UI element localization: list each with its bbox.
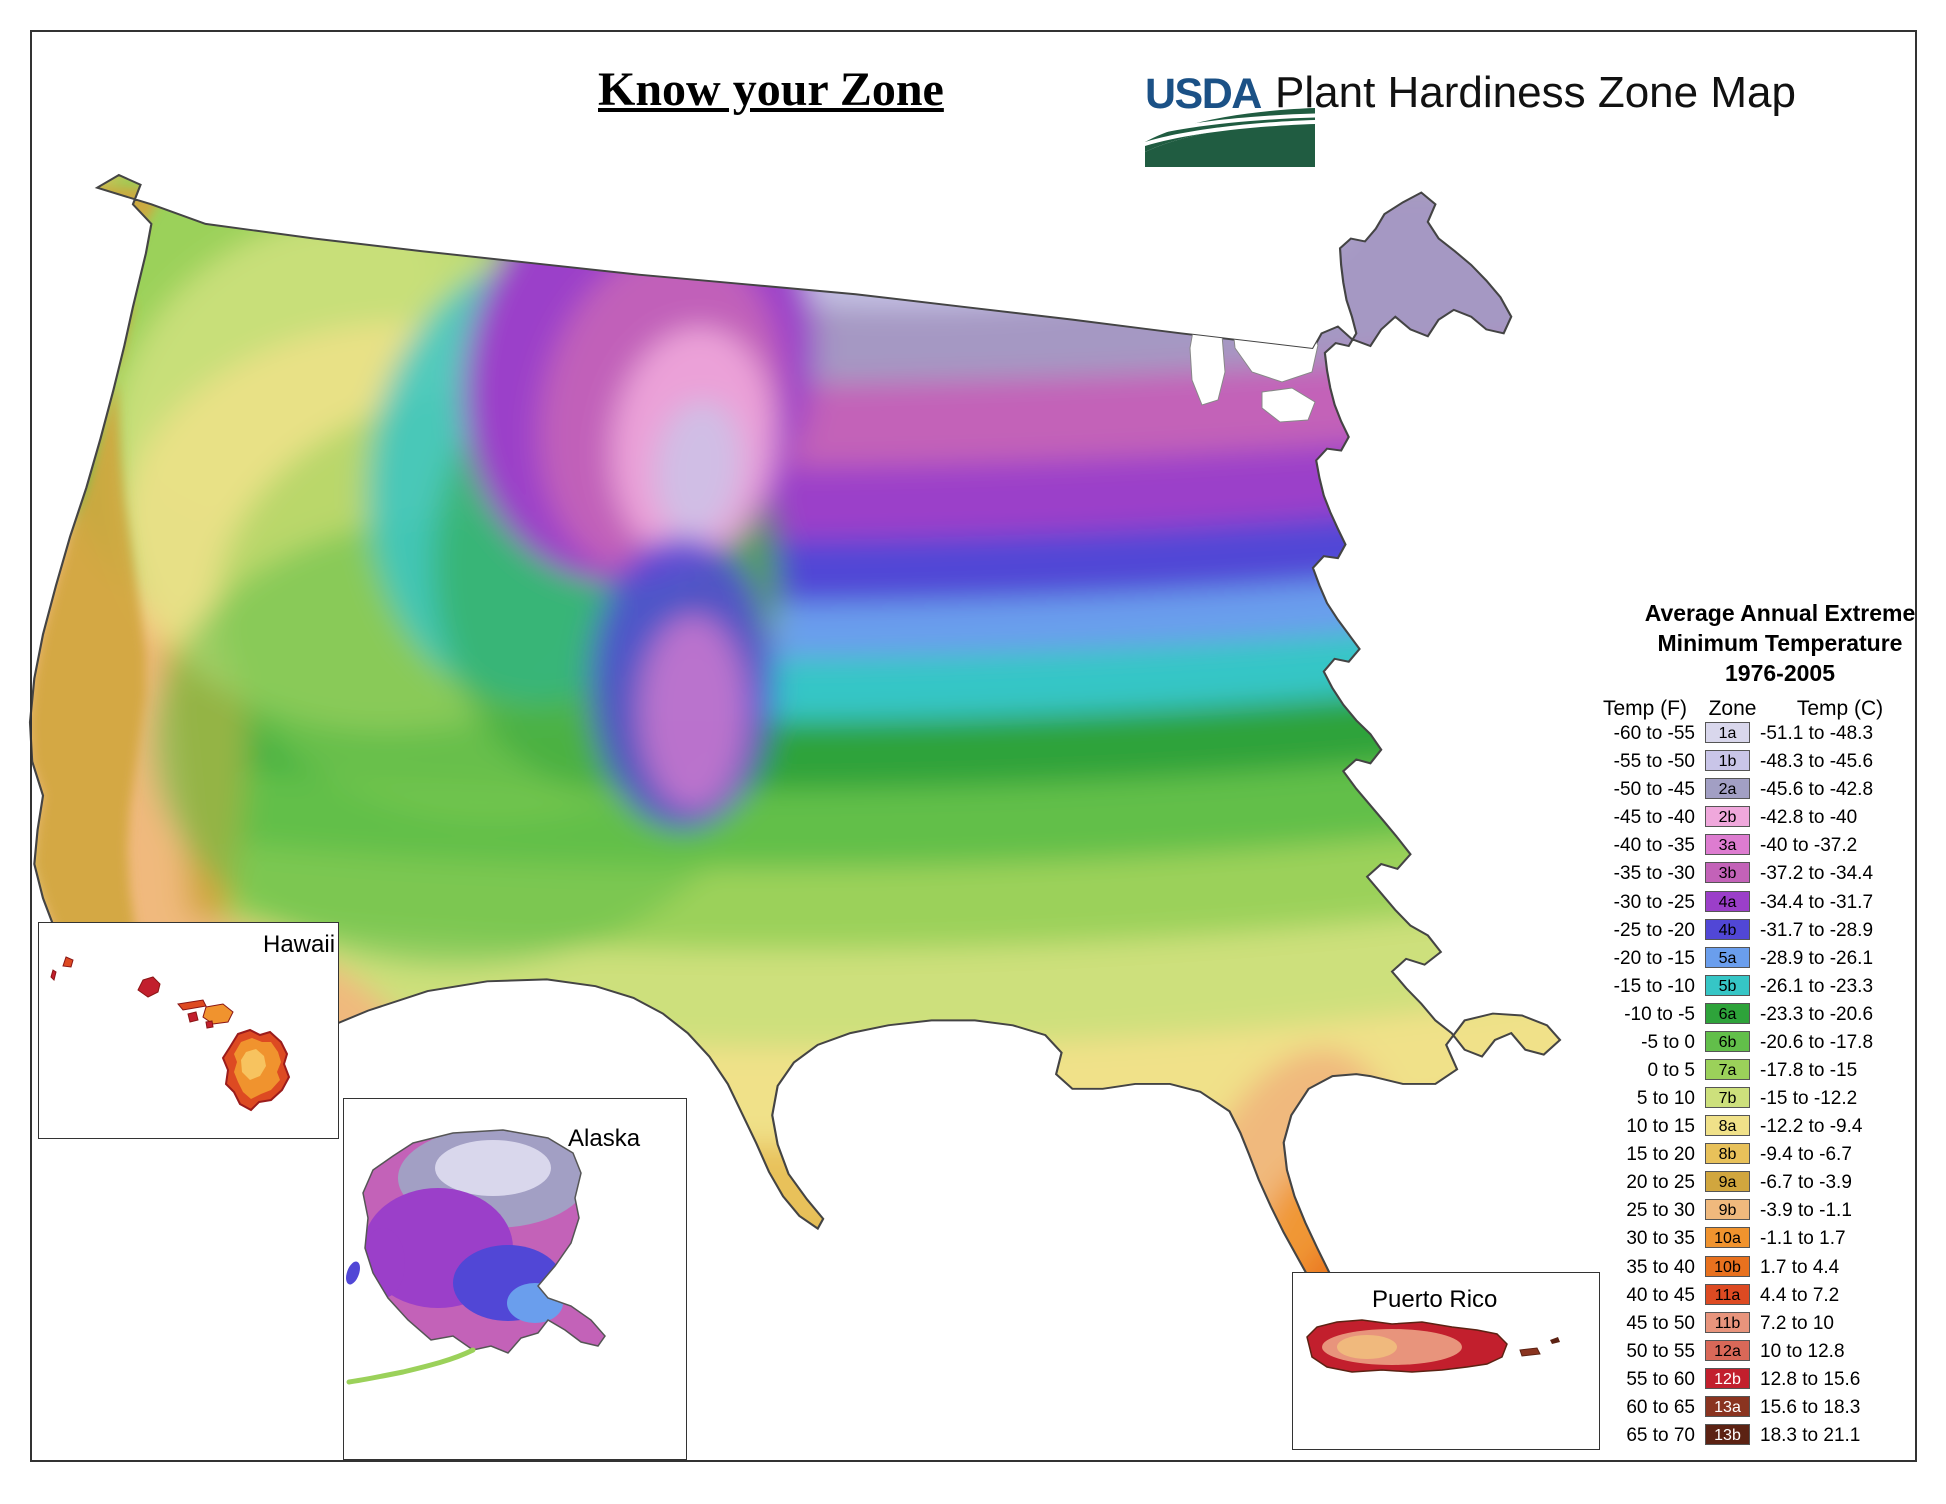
svg-text:Puerto Rico: Puerto Rico <box>1372 1286 1497 1313</box>
svg-text:Alaska: Alaska <box>568 1125 641 1152</box>
svg-text:USDA: USDA <box>1145 70 1261 118</box>
svg-text:Hawaii: Hawaii <box>263 931 335 958</box>
